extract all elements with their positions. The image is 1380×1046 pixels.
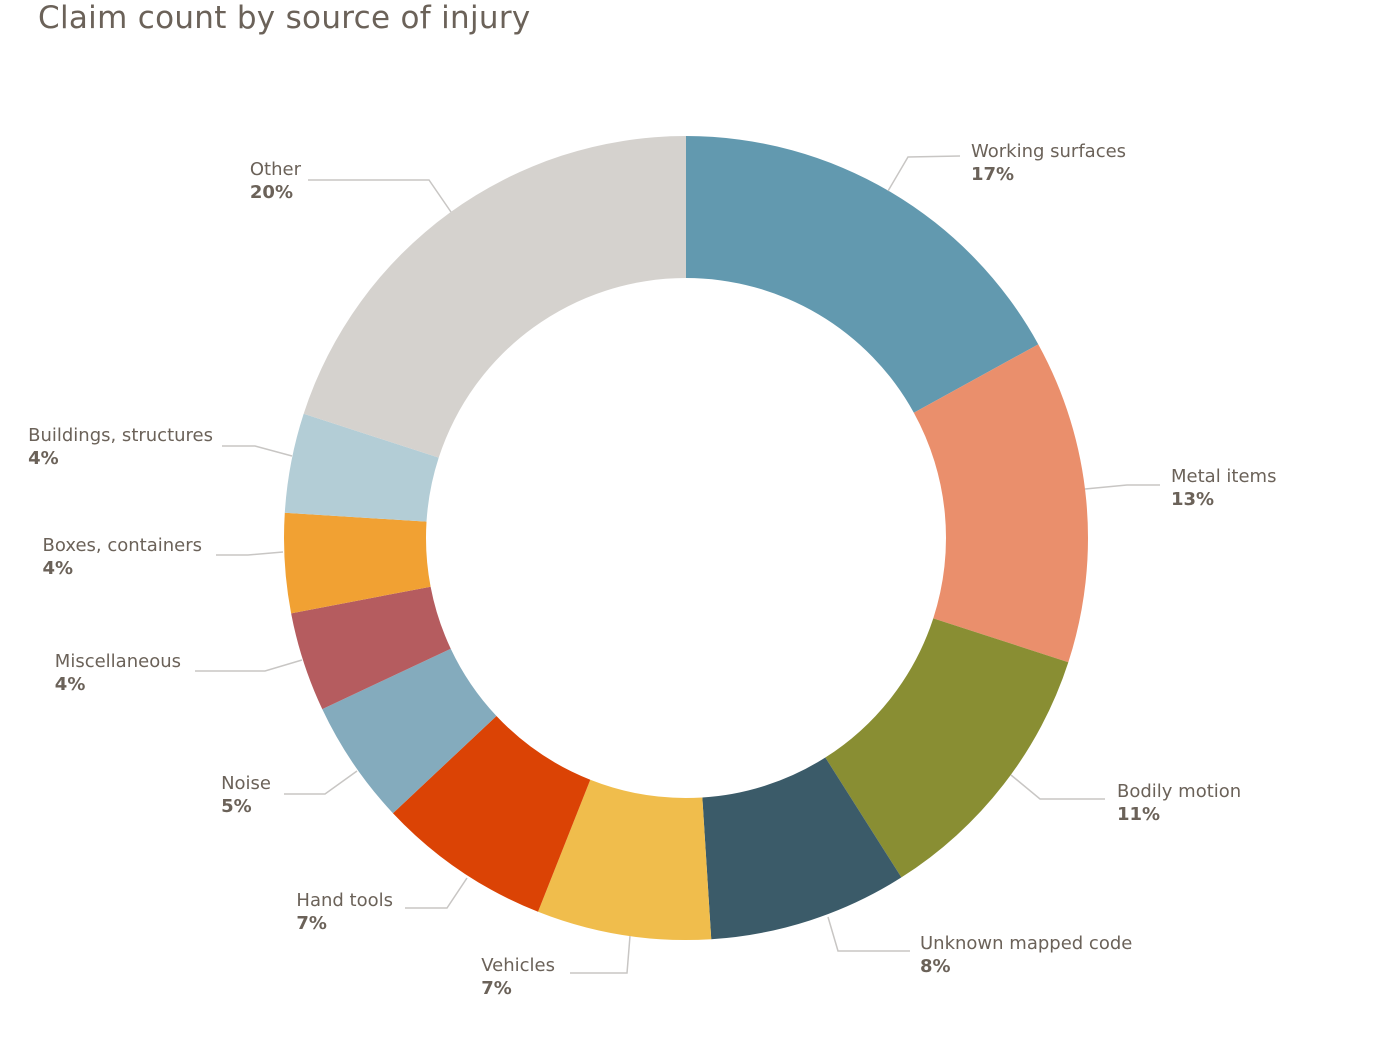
- slices-layer: [283, 136, 1088, 940]
- leader-line-noise: [284, 770, 358, 795]
- slice-percent-bodily-motion: 11%: [1117, 804, 1160, 825]
- slice-percent-unknown-mapped-code: 8%: [920, 956, 951, 977]
- leader-line-other: [308, 179, 452, 213]
- slice-label-metal-items: Metal items: [1171, 466, 1276, 487]
- slice-label-buildings-structures: Buildings, structures: [28, 425, 213, 446]
- slice-label-hand-tools: Hand tools: [296, 890, 393, 911]
- slice-label-working-surfaces: Working surfaces: [971, 141, 1126, 162]
- slice-label-miscellaneous: Miscellaneous: [55, 651, 181, 672]
- leaders-layer: [195, 155, 1160, 974]
- leader-line-hand-tools: [405, 877, 468, 909]
- slice-percent-vehicles: 7%: [481, 978, 512, 999]
- slice-other: [303, 136, 686, 458]
- slice-vehicles: [538, 779, 712, 940]
- leader-line-vehicles: [570, 935, 631, 974]
- slice-label-unknown-mapped-code: Unknown mapped code: [920, 933, 1132, 954]
- leader-line-miscellaneous: [195, 659, 303, 672]
- slice-boxes-containers: [283, 512, 431, 614]
- slice-percent-working-surfaces: 17%: [971, 164, 1014, 185]
- chart-title: Claim count by source of injury: [38, 0, 531, 36]
- slice-label-boxes-containers: Boxes, containers: [43, 535, 202, 556]
- leader-line-buildings-structures: [222, 445, 293, 457]
- slice-percent-other: 20%: [250, 182, 293, 203]
- slice-metal-items: [913, 344, 1088, 663]
- slice-unknown-mapped-code: [702, 757, 902, 940]
- slice-label-noise: Noise: [221, 773, 271, 794]
- leader-line-boxes-containers: [216, 551, 284, 556]
- slice-miscellaneous: [291, 586, 451, 710]
- slice-percent-noise: 5%: [221, 796, 252, 817]
- slice-hand-tools: [392, 715, 591, 912]
- slice-buildings-structures: [284, 413, 439, 522]
- slice-working-surfaces: [686, 136, 1039, 413]
- slice-percent-boxes-containers: 4%: [43, 558, 74, 579]
- slice-percent-hand-tools: 7%: [296, 913, 327, 934]
- slice-bodily-motion: [825, 618, 1069, 878]
- slice-noise: [322, 648, 497, 814]
- leader-line-bodily-motion: [1010, 774, 1105, 800]
- slice-label-bodily-motion: Bodily motion: [1117, 781, 1241, 802]
- slice-percent-metal-items: 13%: [1171, 489, 1214, 510]
- slice-percent-buildings-structures: 4%: [28, 448, 59, 469]
- slice-label-vehicles: Vehicles: [481, 955, 555, 976]
- leader-line-metal-items: [1084, 484, 1160, 490]
- leader-line-unknown-mapped-code: [827, 916, 910, 952]
- slice-label-other: Other: [250, 159, 302, 180]
- leader-line-working-surfaces: [887, 155, 961, 192]
- slice-percent-miscellaneous: 4%: [55, 674, 86, 695]
